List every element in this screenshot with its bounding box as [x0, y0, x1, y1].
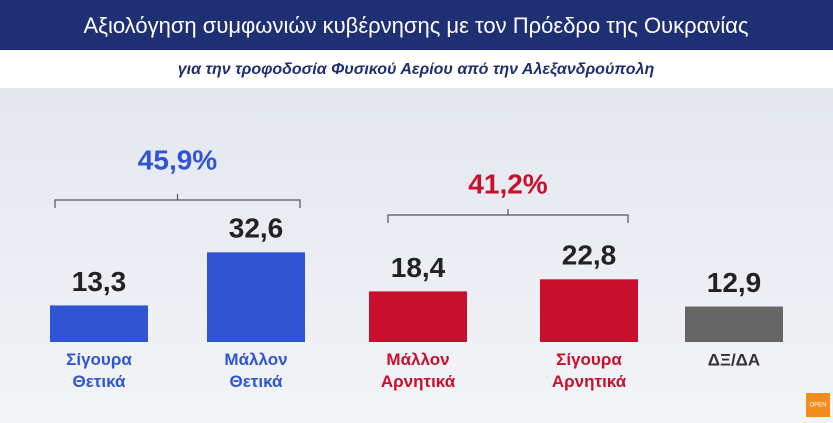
value-label: 12,9	[707, 267, 762, 298]
value-label: 18,4	[391, 252, 446, 283]
bar	[207, 252, 305, 342]
value-label: 13,3	[72, 266, 127, 297]
category-label-line: Θετικά	[73, 372, 127, 391]
category-label-line: Μάλλον	[224, 350, 287, 369]
bar	[369, 291, 467, 342]
subtitle-band	[0, 50, 833, 88]
bar	[540, 279, 638, 342]
title-band	[0, 0, 833, 50]
category-label-line: Σίγουρα	[556, 350, 622, 369]
category-label: Μάλλον Θετικά	[224, 350, 287, 391]
category-label-line: Σίγουρα	[66, 350, 132, 369]
group-total: 41,2%	[468, 168, 547, 199]
category-label-line: Μάλλον	[386, 350, 449, 369]
category-label-line: Θετικά	[230, 372, 284, 391]
chart-subtitle: για την τροφοδοσία Φυσικού Αερίου από τη…	[178, 61, 655, 78]
logo: OPEN	[809, 403, 826, 409]
bracket	[387, 209, 629, 223]
category-label-line: Αρνητικά	[552, 372, 627, 391]
category-label: Σίγουρα Θετικά	[66, 350, 132, 391]
logo-box	[806, 393, 830, 417]
group-total: 45,9%	[138, 144, 217, 175]
category-label: Σίγουρα Αρνητικά	[552, 350, 627, 391]
value-label: 32,6	[229, 213, 284, 244]
value-label: 22,8	[562, 240, 617, 271]
bar	[685, 306, 783, 342]
category-label: Μάλλον Αρνητικά	[381, 350, 456, 391]
bar	[50, 305, 148, 342]
category-label-line: Αρνητικά	[381, 372, 456, 391]
category-label: ΔΞ/ΔΑ	[708, 350, 760, 369]
bracket	[54, 194, 301, 208]
chart-title: Αξιολόγηση συμφωνιών κυβέρνησης με τον Π…	[83, 13, 748, 38]
